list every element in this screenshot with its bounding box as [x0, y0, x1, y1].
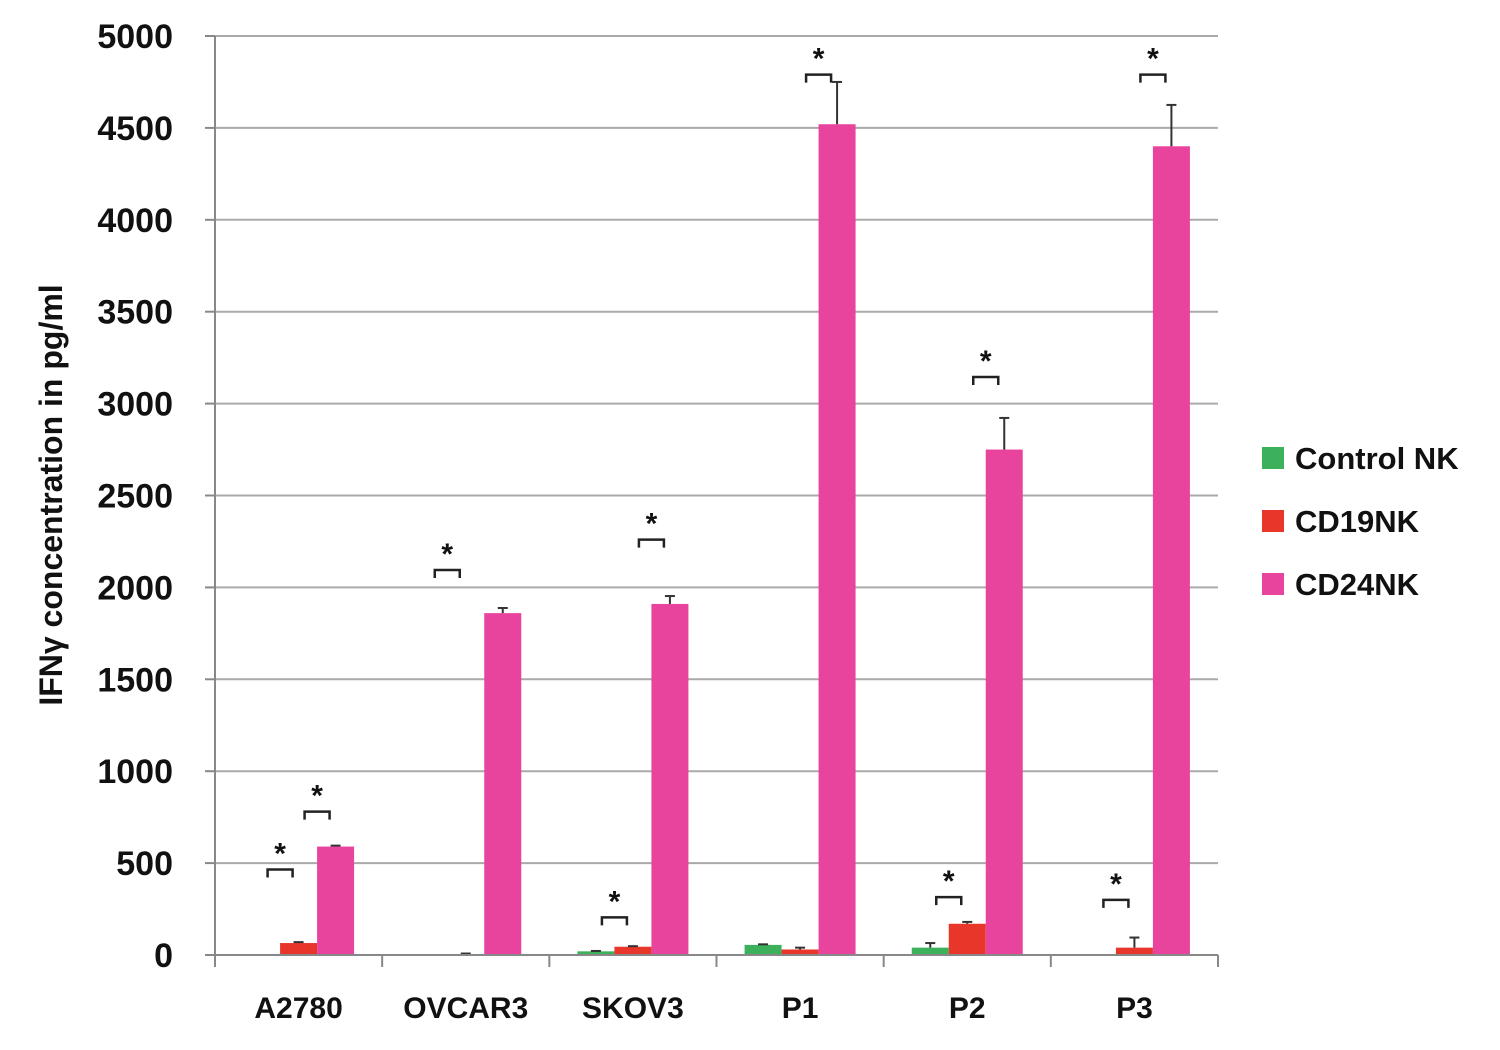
significance-star: * — [943, 865, 955, 898]
y-tick-label: 3000 — [97, 386, 173, 424]
legend-swatch — [1262, 573, 1284, 595]
y-tick-label: 2000 — [97, 569, 173, 607]
significance-bracket — [804, 73, 833, 83]
significance-bracket — [303, 810, 331, 820]
y-tick-label: 4500 — [97, 110, 173, 148]
bar-cd19nk — [280, 943, 318, 955]
y-axis-title: IFNγ concentration in pg/ml — [33, 284, 69, 705]
significance-bracket — [1139, 73, 1167, 83]
significance-star: * — [274, 838, 286, 871]
significance-star: * — [980, 345, 992, 378]
bar-cd19nk — [781, 949, 819, 955]
significance-star: * — [813, 43, 825, 76]
bar-cd19nk — [614, 946, 652, 955]
significance-bracket — [1102, 898, 1130, 908]
significance-star: * — [1110, 868, 1122, 901]
significance-star: * — [311, 780, 323, 813]
significance-bracket — [637, 538, 666, 548]
significance-star: * — [609, 885, 621, 918]
bar-control-nk — [744, 944, 782, 955]
y-tick-label: 3500 — [97, 294, 173, 332]
legend-swatch — [1262, 447, 1284, 469]
significance-bracket — [600, 916, 629, 926]
x-tick-label: P1 — [782, 992, 819, 1025]
legend-label: CD24NK — [1295, 567, 1420, 602]
y-tick-label: 5000 — [97, 18, 173, 56]
x-tick-label: A2780 — [254, 992, 342, 1025]
bar-control-nk — [577, 951, 615, 955]
legend-label: CD19NK — [1295, 504, 1420, 539]
significance-star: * — [646, 508, 658, 541]
y-tick-label: 1500 — [97, 661, 173, 699]
significance-bracket — [972, 375, 1000, 385]
bar-cd24nk — [651, 603, 689, 955]
x-tick-label: P2 — [949, 992, 986, 1025]
y-tick-label: 4000 — [97, 202, 173, 240]
bar-cd24nk — [317, 846, 355, 955]
significance-star: * — [441, 538, 453, 571]
bar-control-nk — [911, 947, 949, 955]
bar-cd24nk — [818, 124, 856, 955]
x-tick-label: OVCAR3 — [403, 992, 528, 1025]
bar-cd24nk — [484, 613, 522, 955]
y-tick-label: 1000 — [97, 753, 173, 791]
bar-cd24nk — [1152, 146, 1190, 955]
bar-cd24nk — [985, 449, 1023, 955]
legend-swatch — [1262, 510, 1284, 532]
significance-bracket — [433, 568, 461, 578]
x-tick-label: SKOV3 — [582, 992, 684, 1025]
significance-star: * — [1147, 43, 1159, 76]
significance-bracket — [266, 868, 294, 878]
bar-cd19nk — [948, 923, 986, 955]
bar-cd19nk — [1115, 947, 1153, 955]
x-tick-label: P3 — [1116, 992, 1153, 1025]
legend-label: Control NK — [1295, 441, 1459, 476]
y-tick-label: 0 — [154, 937, 173, 975]
y-tick-label: 500 — [116, 845, 173, 883]
significance-bracket — [935, 895, 963, 906]
y-tick-label: 2500 — [97, 478, 173, 516]
